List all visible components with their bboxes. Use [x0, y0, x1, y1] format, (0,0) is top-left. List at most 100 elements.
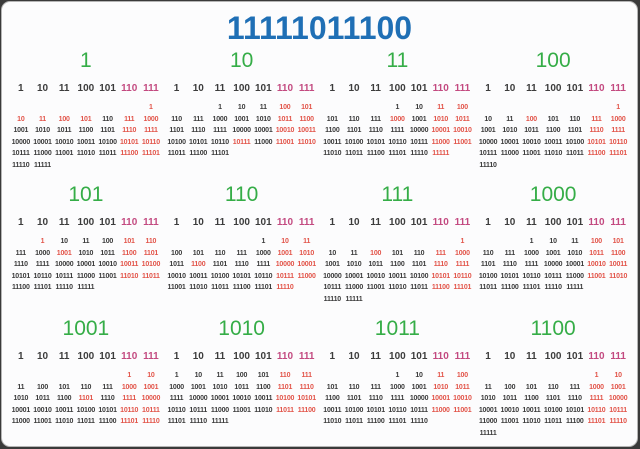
date-cell: 11 [571, 238, 579, 245]
weekday-header-cell: 111 [454, 83, 471, 94]
date-cell: 101 [547, 115, 559, 123]
date-cell: 10010 [232, 395, 251, 402]
date-cell: 10 [614, 372, 622, 379]
weekday-header-cell: 110 [276, 351, 294, 362]
date-cell: 10100 [344, 406, 364, 414]
date-cell: 1101 [346, 395, 362, 402]
empty-cell [343, 102, 365, 114]
date-cell: 1000 [455, 249, 470, 257]
date-cell: 1011 [100, 249, 115, 257]
date-cell: 10000 [189, 395, 208, 402]
date-cell: 11011 [142, 272, 160, 280]
empty-cell [586, 102, 608, 114]
week-row: 1 10 11 100 [322, 370, 474, 382]
weekday-header-cell: 111 [298, 83, 315, 94]
date-cell: 100 [236, 372, 248, 379]
date-cell: 11100 [587, 150, 606, 157]
weekday-header-cell: 100 [77, 351, 95, 362]
date-cell: 11000 [297, 272, 316, 280]
month-block-1: 1 1 10 11 100 101 110 111 1 10 11 100 101 110 111 1000 1… [8, 46, 164, 180]
month-block-101: 101 1 10 11 100 101 110 111 1 10 11 100 101 110 111 100… [8, 180, 164, 314]
date-cell: 100 [525, 115, 537, 123]
date-cell: 11001 [500, 418, 519, 425]
date-cell: 1101 [411, 261, 427, 268]
empty-cell [387, 236, 409, 248]
empty-cell [607, 160, 629, 172]
date-cell: 1 [616, 104, 620, 111]
weekday-header-cell: 1 [173, 351, 180, 362]
weekday-header-cell: 110 [588, 351, 605, 362]
weekday-header-cell: 110 [432, 351, 449, 362]
date-cell: 1001 [277, 249, 293, 257]
date-cell: 10 [415, 104, 423, 111]
weekday-header-cell: 101 [254, 351, 272, 362]
date-cell: 1101 [143, 249, 159, 257]
week-row: 11110 11111 [322, 294, 474, 306]
weekday-header-row: 1 10 11 100 101 110 111 [477, 350, 629, 364]
date-cell: 10110 [609, 138, 628, 146]
date-cell: 11001 [275, 138, 295, 146]
date-cell: 1000 [524, 249, 539, 257]
empty-cell [430, 236, 452, 248]
week-row: 111 1000 1001 1010 1011 1100 1101 [10, 248, 162, 260]
date-cell: 111 [15, 249, 27, 257]
date-cell: 1110 [122, 127, 137, 134]
date-cell: 11011 [211, 284, 229, 291]
week-row: 11000 11001 11010 11011 11100 11101 11110 [10, 416, 162, 428]
weekday-header-cell: 10 [192, 217, 204, 228]
empty-cell [542, 370, 564, 382]
week-row: 11011 11100 11101 11110 11111 [477, 282, 629, 294]
week-row: 101 110 111 1000 1001 1010 1011 [322, 114, 474, 126]
month-block-1000: 1000 1 10 11 100 101 110 111 1 10 11 100 101 110 111 10… [475, 180, 631, 314]
date-cell: 100 [456, 372, 468, 379]
date-cell: 10011 [76, 138, 95, 146]
week-row: 1101 1110 1111 10000 10001 10010 10011 [166, 125, 318, 137]
date-cell: 10000 [232, 127, 251, 134]
empty-cell [521, 428, 543, 440]
weekday-header-cell: 100 [389, 351, 406, 362]
date-cell: 1111 [213, 127, 227, 134]
date-cell: 11100 [232, 284, 251, 291]
date-cell: 11 [39, 115, 46, 123]
date-cell: 10000 [608, 395, 628, 402]
week-row: 1001 1010 1011 1100 1101 1110 1111 [477, 125, 629, 137]
date-cell: 11000 [479, 418, 498, 425]
empty-cell [10, 370, 32, 382]
empty-cell [408, 236, 430, 248]
week-row: 10101 10110 10111 11000 11001 11010 11011 [10, 271, 162, 283]
date-cell: 11100 [297, 406, 316, 414]
date-cell: 10101 [431, 272, 450, 280]
date-cell: 10 [484, 115, 492, 123]
date-cell: 10011 [55, 406, 74, 414]
empty-cell [499, 236, 521, 248]
week-row: 11010 11011 11100 11101 11110 [322, 416, 474, 428]
date-cell: 10010 [453, 127, 472, 134]
weekday-header-cell: 110 [432, 83, 449, 94]
date-cell: 1000 [143, 115, 159, 123]
date-cell: 10010 [98, 261, 117, 268]
weekday-header-cell: 10 [504, 217, 516, 228]
weekday-header-row: 1 10 11 100 101 110 111 [10, 82, 162, 96]
date-cell: 11100 [366, 418, 385, 425]
date-cell: 10001 [431, 127, 450, 134]
date-cell: 1110 [589, 127, 604, 134]
date-cell: 11000 [210, 406, 229, 414]
date-cell: 10011 [189, 272, 208, 280]
week-row: 1 [477, 102, 629, 114]
date-cell: 10111 [323, 284, 342, 291]
date-cell: 11101 [609, 150, 627, 157]
date-cell: 10101 [98, 406, 117, 414]
date-cell: 1011 [234, 383, 249, 391]
weekday-header-cell: 10 [504, 83, 516, 94]
week-row: 1000 1001 1010 1011 1100 1101 1110 [166, 382, 318, 394]
date-cell: 100 [456, 104, 468, 111]
date-cell: 1 [261, 238, 266, 245]
empty-cell [452, 416, 474, 428]
weekday-header-cell: 100 [233, 83, 250, 94]
empty-cell [387, 294, 409, 306]
weekday-header-cell: 101 [410, 351, 428, 362]
weekday-header-cell: 100 [389, 217, 406, 228]
date-cell: 10000 [141, 395, 161, 402]
weekday-header-cell: 110 [276, 83, 294, 94]
date-cell: 11001 [522, 150, 541, 157]
